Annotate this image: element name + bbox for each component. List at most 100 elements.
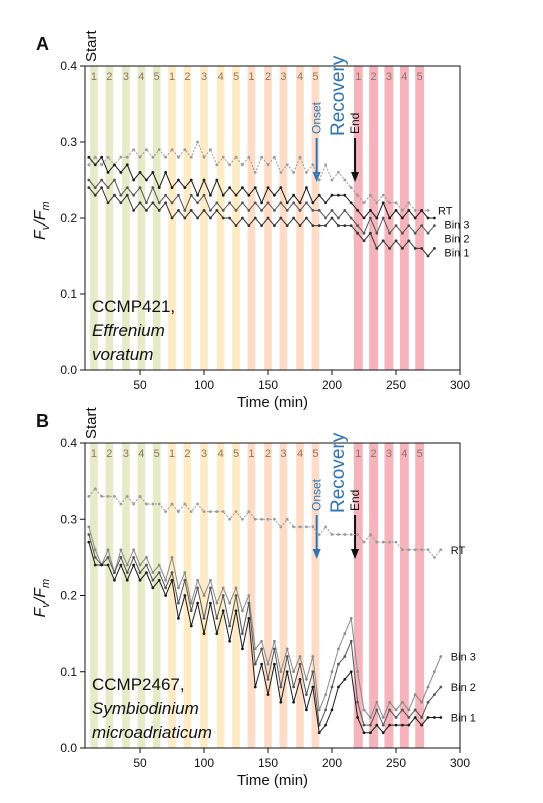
data-point [202,632,206,636]
data-point [324,201,328,205]
data-point [381,540,385,544]
data-point [170,216,174,220]
data-point [407,548,411,552]
light-band [415,443,425,748]
data-point [125,494,129,498]
data-point [311,224,315,228]
data-point [125,155,129,159]
data-point [356,224,360,228]
data-point [401,723,404,727]
light-band [311,66,320,370]
data-point [151,155,155,159]
data-point [241,201,244,205]
data-point [202,178,206,182]
data-point [362,708,366,712]
data-point [305,216,308,220]
data-point [113,178,116,182]
data-point [221,586,225,590]
data-point [324,224,328,228]
data-point [426,209,430,212]
data-point [87,186,91,190]
data-point [285,517,289,521]
data-point [285,224,289,228]
data-point [164,578,168,582]
data-point [273,662,276,666]
band-label: 5 [233,71,239,83]
data-point [279,216,283,220]
light-band [168,443,176,748]
data-point [292,670,296,674]
data-point [106,201,110,205]
data-point [177,586,180,590]
data-point [381,216,385,220]
data-point [349,224,353,228]
data-point [273,209,276,212]
data-point [87,494,91,498]
band-label: 5 [417,448,423,460]
data-point [292,525,296,529]
data-point [253,647,257,651]
panel-label: B [36,411,49,431]
data-point [426,231,430,235]
data-point [330,685,334,689]
data-point [183,571,187,575]
x-tick-label: 200 [322,378,342,392]
band-label: 1 [169,448,175,460]
data-point [247,209,251,212]
data-point [247,616,251,620]
data-point [125,563,129,567]
data-point [196,140,200,144]
data-point [113,494,116,498]
x-tick-label: 200 [322,756,342,770]
data-point [375,540,379,544]
data-point [324,163,328,167]
data-point [266,662,270,666]
data-point [241,186,244,190]
light-band [152,443,161,748]
data-point [100,163,104,167]
data-point [241,517,244,521]
data-point [305,708,308,712]
data-point [375,723,379,727]
legend-label: Bin 1 [444,247,469,259]
data-point [196,601,200,605]
y-tick-label: 0.2 [60,589,77,603]
data-point [106,563,110,567]
data-point [401,247,404,250]
data-point [426,254,430,258]
species-label: voratum [92,345,153,364]
recovery-label: Recovery [328,55,349,136]
data-point [260,155,264,159]
data-point [125,186,129,190]
data-point [106,548,110,552]
data-point [317,209,321,212]
data-point [106,155,110,159]
data-point [247,594,251,597]
light-band [353,66,363,370]
light-band [247,66,256,370]
data-point [189,155,193,159]
y-axis-label-part: F [32,607,49,618]
data-point [202,510,206,514]
band-label: 1 [355,448,361,460]
data-point [413,708,417,712]
data-point [125,571,129,575]
data-point [253,517,257,521]
data-point [253,186,257,190]
data-point [260,647,264,651]
data-point [375,216,379,220]
data-point [209,216,212,220]
data-point [349,201,353,205]
x-tick-label: 50 [133,756,147,770]
data-point [337,216,340,220]
data-point [298,224,302,228]
data-point [189,624,193,628]
data-point [279,670,283,674]
data-point [253,685,257,689]
data-point [228,201,232,205]
data-point [215,601,219,605]
marker-label: End [348,490,362,511]
data-point [426,216,430,220]
data-point [202,155,206,159]
data-point [132,209,136,212]
